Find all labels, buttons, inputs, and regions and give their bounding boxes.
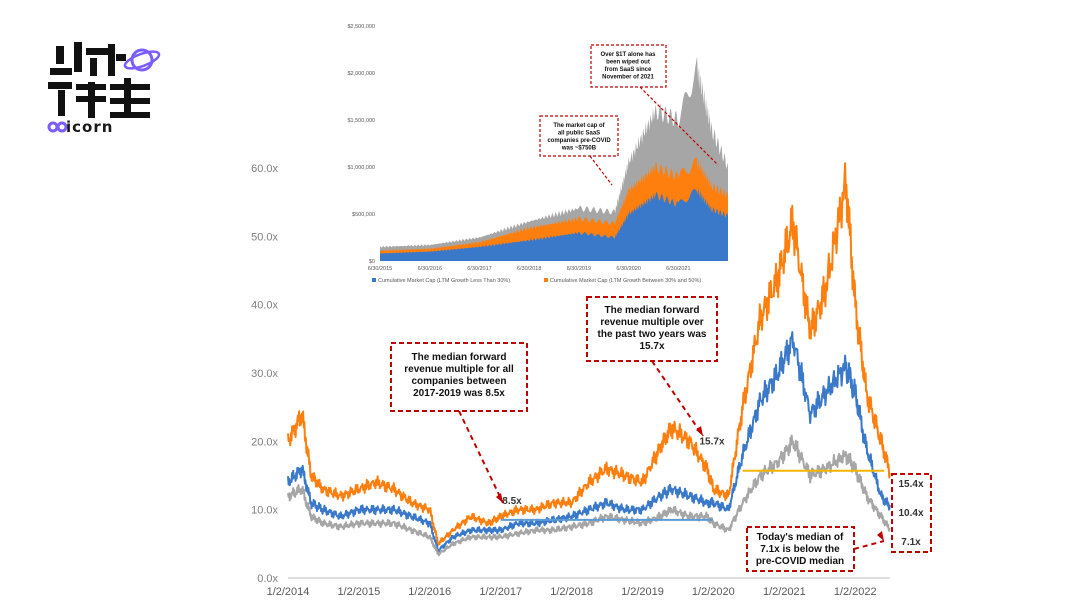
callout-text-line: companies between bbox=[411, 376, 506, 387]
callout-text-line: 7.1x is below the bbox=[760, 544, 840, 555]
inset-callout-box bbox=[590, 44, 667, 88]
inset-legend-swatch bbox=[372, 278, 376, 282]
median-value-label: 8.5x bbox=[502, 496, 522, 507]
main-x-tick-label: 1/2/2021 bbox=[763, 586, 806, 598]
callout-text-line: pre-COVID median bbox=[756, 556, 844, 567]
main-y-tick-label: 0.0x bbox=[257, 573, 278, 585]
inset-callout-text-line: November of 2021 bbox=[602, 75, 654, 81]
main-y-tick-label: 20.0x bbox=[251, 436, 278, 448]
infinity-icon bbox=[47, 121, 68, 133]
inset-callout-text-line: companies pre-COVID bbox=[547, 138, 611, 144]
inset-callout-text-line: all public SaaS bbox=[558, 131, 600, 137]
main-y-tick-label: 40.0x bbox=[251, 300, 278, 312]
callout-arrowhead bbox=[496, 493, 503, 503]
inset-x-tick-label: 6/30/2020 bbox=[616, 266, 640, 272]
main-series-line-orange bbox=[287, 162, 891, 546]
inset-x-tick-label: 6/30/2019 bbox=[567, 266, 591, 272]
inset-y-tick-label: $2,500,000 bbox=[347, 24, 375, 30]
callout-box bbox=[390, 342, 528, 412]
callout-arrowhead bbox=[877, 531, 884, 541]
callout-text-line: the past two years was bbox=[598, 329, 707, 340]
end-value-label: 15.4x bbox=[898, 479, 923, 490]
inset-legend-swatch bbox=[544, 278, 548, 282]
main-x-tick-label: 1/2/2020 bbox=[692, 586, 735, 598]
main-series-line-blue bbox=[287, 331, 891, 553]
planet-ring-icon bbox=[123, 50, 161, 70]
inset-x-tick-label: 6/30/2015 bbox=[368, 266, 392, 272]
inset-y-tick-label: $1,500,000 bbox=[347, 118, 375, 124]
inset-y-tick-label: $1,000,000 bbox=[347, 165, 375, 171]
inset-callout-text-line: been wiped out bbox=[606, 60, 650, 66]
inset-callout-text-line: The market cap of bbox=[553, 123, 605, 129]
inset-y-tick-label: $500,000 bbox=[352, 212, 375, 218]
callout-arrowhead bbox=[696, 426, 703, 436]
inset-x-tick-label: 6/30/2016 bbox=[418, 266, 442, 272]
inset-chart: $0 $500,000 $1,000,000 $1,500,000 $2,000,000… bbox=[347, 24, 728, 284]
main-y-tick-label: 60.0x bbox=[251, 163, 278, 175]
main-x-tick-label: 1/2/2015 bbox=[337, 586, 380, 598]
inset-callout-arrow bbox=[639, 86, 719, 166]
end-value-label: 10.4x bbox=[898, 508, 923, 519]
inset-legend-label: Cumulative Market Cap (LTM Growth Less T… bbox=[378, 278, 510, 284]
main-chart: 0.0x 10.0x 20.0x 30.0x 40.0x 50.0x 60.0x 1/2/20… bbox=[251, 162, 891, 598]
callout-text-line: 15.7x bbox=[639, 341, 664, 352]
inset-callout-box bbox=[539, 115, 619, 157]
inset-callout-text-line: Over $1T alone has bbox=[600, 52, 656, 58]
callout-text-line: revenue multiple over bbox=[600, 317, 703, 328]
callout-arrow bbox=[651, 360, 704, 437]
planet-icon bbox=[130, 48, 154, 72]
logo-glyphs bbox=[48, 42, 150, 118]
inset-callout-text-line: from SaaS since bbox=[605, 67, 652, 73]
inset-x-tick-label: 6/30/2017 bbox=[467, 266, 491, 272]
main-series-line-gray bbox=[287, 434, 891, 557]
main-x-tick-label: 1/2/2022 bbox=[834, 586, 877, 598]
callout-box bbox=[586, 296, 718, 362]
brand-name: icorn bbox=[66, 118, 114, 136]
inset-callout-text-line: was ~$750B bbox=[561, 146, 597, 152]
callout-arrow bbox=[853, 540, 885, 550]
callout-text-line: Today's median of bbox=[757, 532, 844, 543]
inset-y-tick-label: $2,000,000 bbox=[347, 71, 375, 77]
brand-logo bbox=[47, 42, 161, 133]
main-x-tick-label: 1/2/2019 bbox=[621, 586, 664, 598]
inset-x-tick-label: 6/30/2021 bbox=[666, 266, 690, 272]
end-values-box bbox=[891, 473, 932, 553]
median-value-label: 15.7x bbox=[699, 437, 724, 448]
inset-x-tick-label: 6/30/2018 bbox=[517, 266, 541, 272]
callout-arrow bbox=[458, 410, 504, 504]
inset-area-blue bbox=[380, 189, 728, 261]
callout-text-line: The median forward bbox=[604, 305, 699, 316]
inset-y-tick-label: $0 bbox=[369, 259, 375, 265]
callout-text-line: The median forward bbox=[411, 352, 506, 363]
callout-text-line: 2017-2019 was 8.5x bbox=[413, 388, 505, 399]
inset-callout-arrow bbox=[589, 155, 613, 186]
main-x-tick-label: 1/2/2017 bbox=[479, 586, 522, 598]
callout-box bbox=[746, 526, 855, 572]
main-x-tick-label: 1/2/2016 bbox=[408, 586, 451, 598]
inset-legend-label: Cumulative Market Cap (LTM Growth Betwee… bbox=[550, 278, 701, 284]
end-value-label: 7.1x bbox=[901, 537, 921, 548]
main-y-tick-label: 10.0x bbox=[251, 505, 278, 517]
main-x-tick-label: 1/2/2018 bbox=[550, 586, 593, 598]
main-y-tick-label: 30.0x bbox=[251, 368, 278, 380]
main-x-tick-label: 1/2/2014 bbox=[267, 586, 310, 598]
main-y-tick-label: 50.0x bbox=[251, 231, 278, 243]
callout-text-line: revenue multiple for all bbox=[404, 364, 514, 375]
